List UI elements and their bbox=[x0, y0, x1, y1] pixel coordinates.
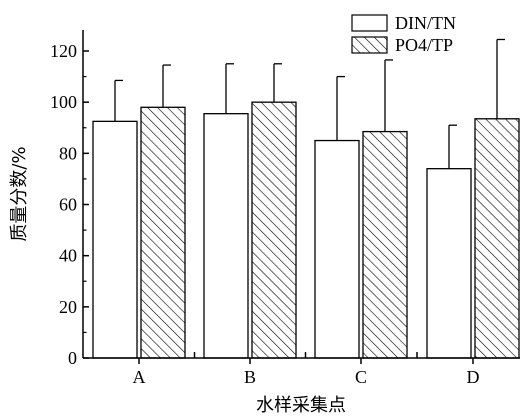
y-tick-label: 80 bbox=[59, 143, 77, 163]
legend-item-din-tn: DIN/TN bbox=[351, 13, 456, 33]
axes bbox=[82, 30, 520, 359]
bar-po4-tp-a bbox=[140, 106, 186, 359]
x-ticks-layer: A B C D bbox=[133, 352, 480, 387]
y-ticks-layer: 0 20 40 60 80 100 120 bbox=[50, 41, 89, 368]
x-tick-label: D bbox=[467, 367, 480, 387]
legend-label-din-tn: DIN/TN bbox=[395, 13, 456, 33]
legend-label-po4-tp: PO4/TP bbox=[395, 35, 453, 55]
bars-layer bbox=[92, 101, 520, 359]
y-tick-label: 60 bbox=[59, 195, 77, 215]
y-tick-label: 20 bbox=[59, 297, 77, 317]
bar-po4-tp-d bbox=[474, 118, 520, 359]
bar-po4-tp-b bbox=[251, 101, 297, 359]
error-bars-layer bbox=[114, 38, 505, 169]
bar-po4-tp-c bbox=[362, 130, 408, 359]
x-tick-label: C bbox=[355, 367, 367, 387]
y-tick-label: 120 bbox=[50, 41, 77, 61]
legend-swatch-po4-tp bbox=[351, 36, 388, 54]
x-axis-label: 水样采集点 bbox=[256, 395, 346, 416]
legend-item-po4-tp: PO4/TP bbox=[351, 35, 453, 55]
bar-din-tn-a bbox=[92, 120, 138, 359]
bar-din-tn-c bbox=[314, 139, 360, 359]
y-axis-label: 质量分数/% bbox=[9, 146, 30, 241]
bar-din-tn-b bbox=[203, 113, 249, 359]
legend-swatch-din-tn bbox=[351, 14, 388, 32]
x-tick-label: B bbox=[244, 367, 256, 387]
legend: DIN/TN PO4/TP bbox=[351, 13, 456, 55]
y-tick-label: 100 bbox=[50, 92, 77, 112]
y-tick-label: 0 bbox=[68, 348, 77, 368]
x-tick-label: A bbox=[133, 367, 146, 387]
bar-din-tn-d bbox=[426, 168, 472, 359]
y-tick-label: 40 bbox=[59, 246, 77, 266]
